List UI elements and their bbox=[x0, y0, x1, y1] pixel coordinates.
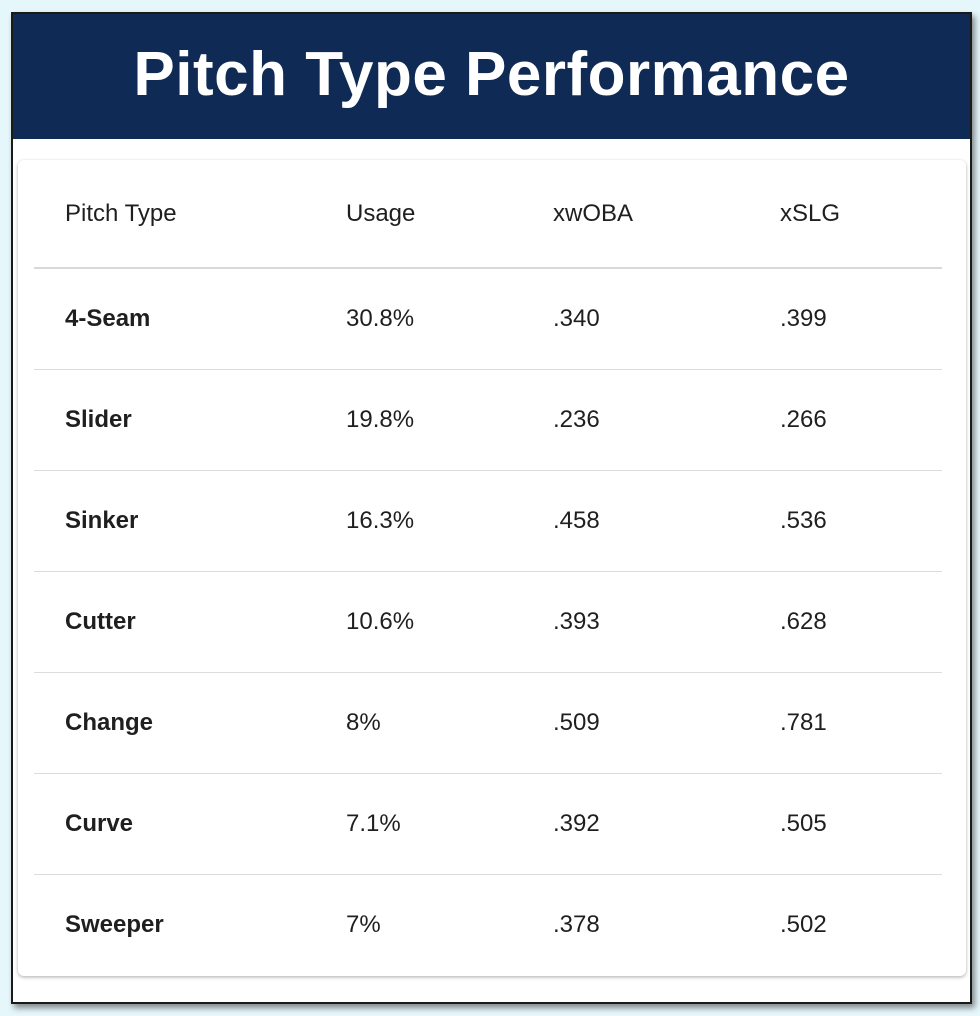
table-row: Change 8% .509.781 bbox=[34, 672, 942, 774]
table-card: Pitch Type Usage xwOBA xSLG 4-Seam 30.8%.… bbox=[18, 160, 966, 976]
pitch-type-cell: Change bbox=[34, 672, 315, 774]
table-body: 4-Seam 30.8% .340.399 Slider 19.8% .236.266 Si… bbox=[34, 268, 942, 975]
column-header-xwoba: xwOBA bbox=[522, 160, 749, 269]
usage-cell: 19.8% bbox=[315, 369, 522, 471]
pitch-type-cell: Sweeper bbox=[65, 911, 164, 938]
pitch-table: Pitch Type Usage xwOBA xSLG 4-Seam 30.8%.… bbox=[34, 160, 942, 975]
xwoba-cell: .236 bbox=[522, 369, 749, 471]
table-header: Pitch Type Usage xwOBA xSLG bbox=[34, 160, 942, 269]
column-header-xslg: xSLG bbox=[749, 160, 942, 269]
column-header-usage: Usage bbox=[315, 160, 522, 269]
pitch-type-cell: 4-Seam bbox=[34, 268, 315, 370]
pitch-type-cell: Sinker bbox=[34, 470, 315, 572]
column-header-pitch-type: Pitch Type bbox=[34, 160, 315, 269]
xslg-cell: .505 bbox=[749, 773, 942, 875]
xwoba-cell: .392 bbox=[522, 773, 749, 875]
header-row: Pitch Type Usage xwOBA xSLG bbox=[34, 160, 942, 269]
xwoba-cell: .509 bbox=[522, 672, 749, 774]
xslg-cell: .781 bbox=[749, 672, 942, 774]
table-row: Cutter 10.6% .393.628 bbox=[34, 571, 942, 673]
xwoba-cell: .393 bbox=[522, 571, 749, 673]
xwoba-cell: .378 bbox=[553, 911, 600, 938]
pitch-type-cell: Cutter bbox=[34, 571, 315, 673]
xwoba-cell: .458 bbox=[522, 470, 749, 572]
table-row: Sinker 16.3% .458.536 bbox=[34, 470, 942, 572]
table-row: Curve 7.1% .392.505 bbox=[34, 773, 942, 875]
xslg-cell: .536 bbox=[749, 470, 942, 572]
xwoba-cell: .340 bbox=[522, 268, 749, 370]
xslg-cell: .266 bbox=[749, 369, 942, 471]
usage-cell: 10.6% bbox=[315, 571, 522, 673]
page-title: Pitch Type Performance bbox=[133, 40, 850, 109]
xslg-cell: .399 bbox=[749, 268, 942, 370]
usage-cell: 8% bbox=[315, 672, 522, 774]
pitch-type-cell: Curve bbox=[34, 773, 315, 875]
table-row: 4-Seam 30.8% .340.399 bbox=[34, 268, 942, 370]
title-banner: Pitch Type Performance bbox=[13, 14, 970, 139]
table-row: Slider 19.8% .236.266 bbox=[34, 369, 942, 471]
xslg-cell: .502 bbox=[780, 911, 827, 938]
table-row: Sweeper 7% .378 .502 bbox=[34, 875, 942, 976]
usage-cell: 7.1% bbox=[315, 773, 522, 875]
xslg-cell: .628 bbox=[749, 571, 942, 673]
chart-frame: Pitch Type Performance Pitch Type Usage … bbox=[11, 12, 972, 1004]
usage-cell: 7% bbox=[346, 911, 381, 938]
usage-cell: 30.8% bbox=[315, 268, 522, 370]
usage-cell: 16.3% bbox=[315, 470, 522, 572]
pitch-type-cell: Slider bbox=[34, 369, 315, 471]
